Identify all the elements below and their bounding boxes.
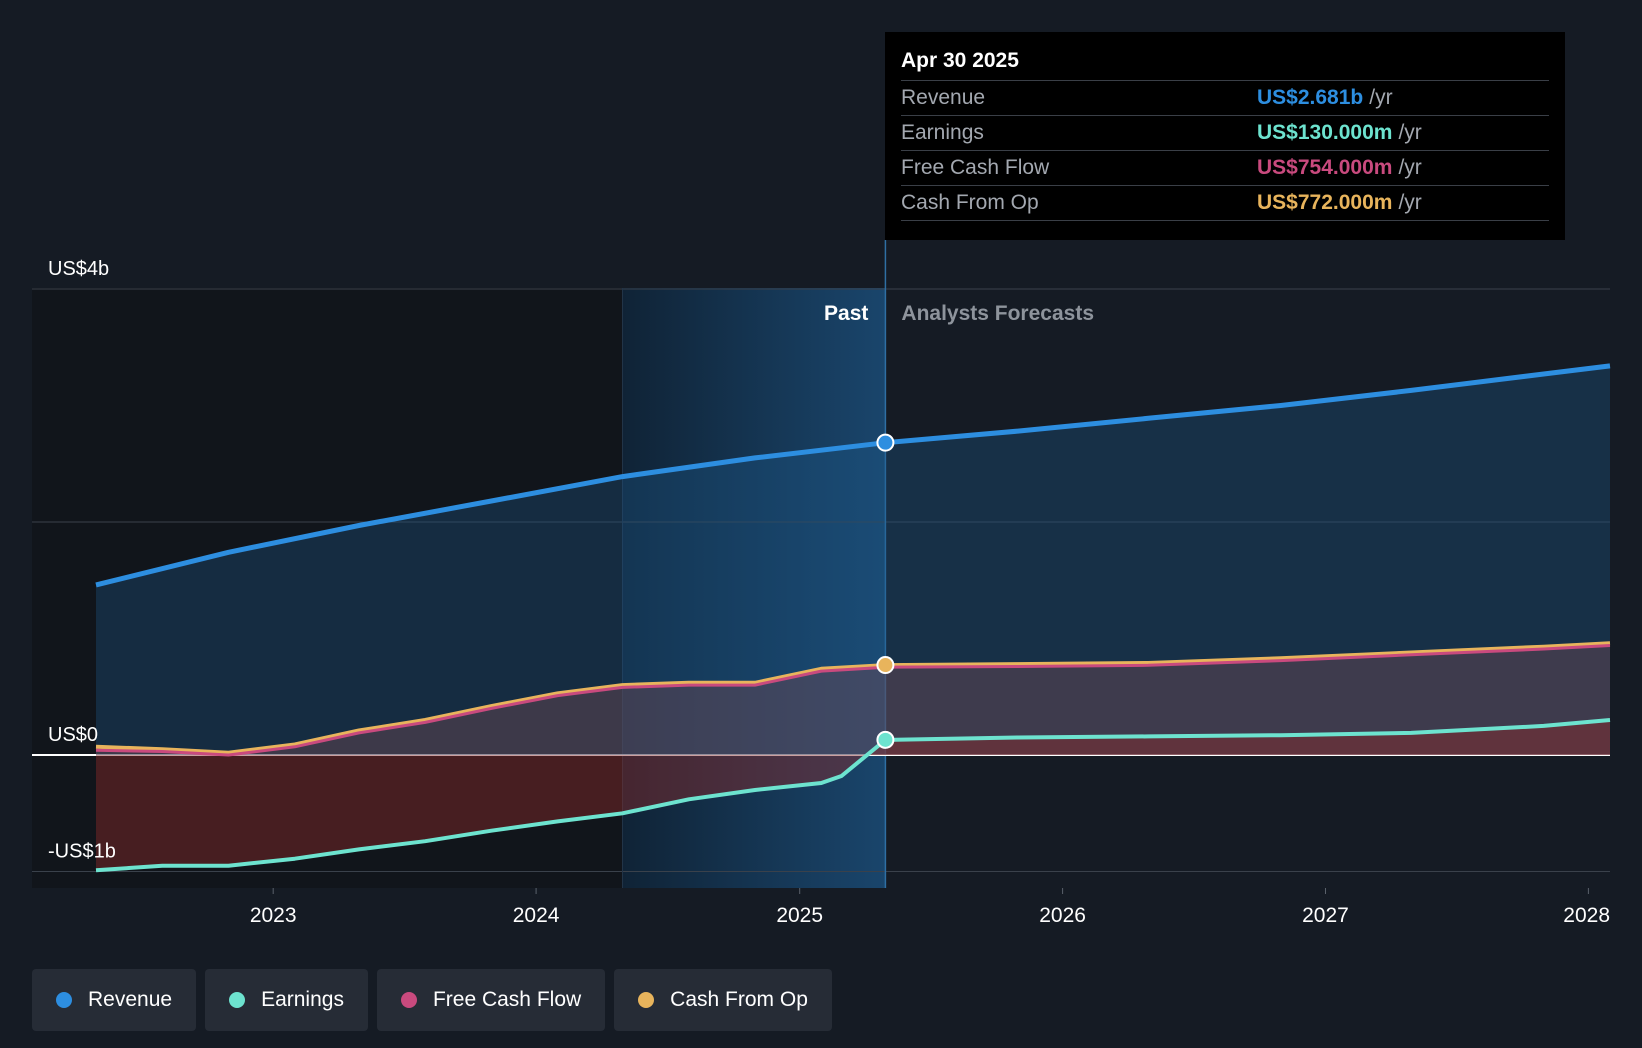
tooltip-label: Revenue [901, 86, 986, 109]
tooltip-value: US$2.681b/yr [1257, 86, 1393, 109]
financial-chart: US$4b US$0 -US$1b 2023 2024 2025 2026 2027 2028 P… [32, 240, 1611, 927]
legend-label: Revenue [88, 988, 173, 1011]
pre-band-shade [32, 288, 623, 888]
tooltip-label: Free Cash Flow [901, 156, 1050, 179]
legend-item-earnings[interactable]: Earnings [205, 969, 368, 1031]
legend-item-free-cash-flow[interactable]: Free Cash Flow [376, 969, 606, 1031]
legend: Revenue Earnings Free Cash Flow Cash Fro… [32, 969, 832, 1031]
x-tick-label: 2025 [776, 904, 823, 927]
past-band [623, 288, 886, 888]
forecast-label: Analysts Forecasts [901, 302, 1094, 325]
tooltip-row-earnings: Earnings US$130.000m/yr [901, 115, 1549, 150]
tooltip-row-cash-from-op: Cash From Op US$772.000m/yr [901, 185, 1549, 221]
revenue-area [96, 365, 1610, 755]
free-cash-flow-line [95, 644, 1611, 757]
y-tick-label: US$0 [48, 724, 98, 746]
legend-dot-icon [229, 992, 246, 1008]
x-tick-label: 2023 [250, 904, 297, 927]
legend-label: Free Cash Flow [432, 988, 582, 1011]
tooltip-value: US$130.000m/yr [1257, 121, 1422, 144]
x-tick-label: 2026 [1039, 904, 1086, 927]
y-tick-label: US$4b [48, 258, 109, 280]
legend-label: Earnings [261, 988, 344, 1011]
legend-label: Cash From Op [670, 988, 808, 1011]
tooltip-value: US$754.000m/yr [1257, 156, 1422, 179]
legend-item-revenue[interactable]: Revenue [32, 969, 197, 1031]
legend-dot-icon [56, 992, 72, 1008]
tooltip-row-free-cash-flow: Free Cash Flow US$754.000m/yr [901, 150, 1549, 185]
tooltip: Apr 30 2025 Revenue US$2.681b/yr Earning… [885, 32, 1565, 240]
tooltip-label: Cash From Op [901, 191, 1039, 214]
cash-from-op-line [95, 641, 1611, 755]
y-tick-label: -US$1b [48, 841, 116, 863]
earnings-marker [876, 730, 895, 749]
legend-item-cash-from-op[interactable]: Cash From Op [614, 969, 832, 1031]
legend-dot-icon [638, 992, 655, 1008]
past-label: Past [824, 302, 868, 325]
tooltip-label: Earnings [901, 121, 984, 144]
x-tick-label: 2028 [1563, 904, 1610, 927]
legend-dot-icon [400, 992, 417, 1008]
revenue-marker [876, 433, 895, 452]
cash-from-op-marker [876, 656, 895, 675]
x-tick-label: 2024 [513, 904, 560, 927]
earnings-line [95, 718, 1611, 873]
x-tick-label: 2027 [1302, 904, 1349, 927]
tooltip-value: US$772.000m/yr [1257, 191, 1422, 214]
tooltip-date: Apr 30 2025 [901, 49, 1019, 72]
cash-from-op-area [96, 643, 1610, 755]
tooltip-row-revenue: Revenue US$2.681b/yr [901, 80, 1549, 115]
